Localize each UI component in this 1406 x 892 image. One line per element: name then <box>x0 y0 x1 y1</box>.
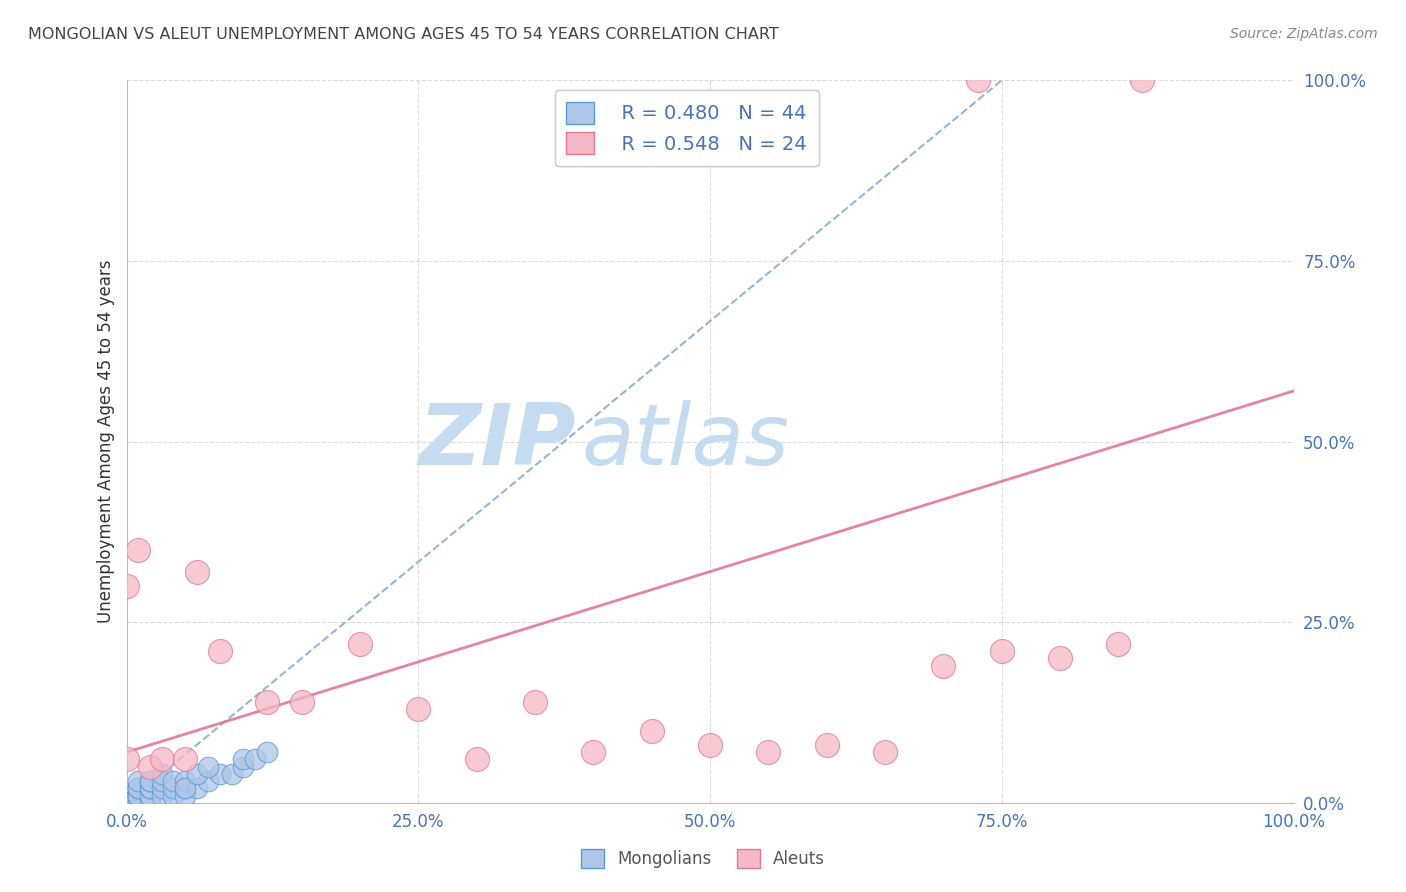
Point <box>115 796 138 810</box>
Point <box>186 565 208 579</box>
Point <box>150 774 173 789</box>
Point <box>256 745 278 759</box>
Legend:   R = 0.480   N = 44,   R = 0.548   N = 24: R = 0.480 N = 44, R = 0.548 N = 24 <box>555 90 818 166</box>
Point <box>967 73 990 87</box>
Point <box>208 767 231 781</box>
Point <box>186 767 208 781</box>
Point <box>875 745 897 759</box>
Point <box>115 752 138 766</box>
Text: MONGOLIAN VS ALEUT UNEMPLOYMENT AMONG AGES 45 TO 54 YEARS CORRELATION CHART: MONGOLIAN VS ALEUT UNEMPLOYMENT AMONG AG… <box>28 27 779 42</box>
Point <box>150 752 173 766</box>
Point <box>641 723 664 738</box>
Point <box>139 796 162 810</box>
Text: ZIP: ZIP <box>418 400 576 483</box>
Point <box>162 789 184 803</box>
Point <box>139 760 162 774</box>
Point <box>162 774 184 789</box>
Point <box>115 796 138 810</box>
Point <box>232 752 254 766</box>
Point <box>465 752 488 766</box>
Point <box>139 774 162 789</box>
Point <box>115 796 138 810</box>
Point <box>127 781 149 796</box>
Point <box>127 789 149 803</box>
Point <box>174 789 197 803</box>
Point <box>1049 651 1071 665</box>
Legend: Mongolians, Aleuts: Mongolians, Aleuts <box>574 842 832 875</box>
Point <box>932 658 955 673</box>
Point <box>115 796 138 810</box>
Point <box>162 781 184 796</box>
Point <box>174 781 197 796</box>
Point <box>174 781 197 796</box>
Point <box>150 789 173 803</box>
Text: Source: ZipAtlas.com: Source: ZipAtlas.com <box>1230 27 1378 41</box>
Point <box>127 781 149 796</box>
Point <box>1130 73 1153 87</box>
Point <box>127 542 149 557</box>
Point <box>186 781 208 796</box>
Point <box>1108 637 1130 651</box>
Point <box>349 637 371 651</box>
Point <box>408 702 430 716</box>
Y-axis label: Unemployment Among Ages 45 to 54 years: Unemployment Among Ages 45 to 54 years <box>97 260 115 624</box>
Point <box>815 738 838 752</box>
Point <box>523 695 546 709</box>
Point <box>243 752 266 766</box>
Point <box>115 796 138 810</box>
Point <box>115 796 138 810</box>
Point <box>115 796 138 810</box>
Point <box>990 644 1012 658</box>
Point <box>174 774 197 789</box>
Point <box>256 695 278 709</box>
Point <box>221 767 243 781</box>
Point <box>150 781 173 796</box>
Point <box>197 760 219 774</box>
Point <box>115 796 138 810</box>
Text: atlas: atlas <box>582 400 790 483</box>
Point <box>699 738 721 752</box>
Point <box>127 774 149 789</box>
Point <box>174 752 197 766</box>
Point <box>290 695 312 709</box>
Point <box>139 781 162 796</box>
Point <box>115 796 138 810</box>
Point <box>232 760 254 774</box>
Point <box>150 767 173 781</box>
Point <box>115 579 138 593</box>
Point <box>127 789 149 803</box>
Point <box>139 774 162 789</box>
Point <box>208 644 231 658</box>
Point <box>127 789 149 803</box>
Point <box>139 781 162 796</box>
Point <box>756 745 779 759</box>
Point <box>582 745 605 759</box>
Point <box>197 774 219 789</box>
Point <box>127 796 149 810</box>
Point <box>115 796 138 810</box>
Point <box>139 789 162 803</box>
